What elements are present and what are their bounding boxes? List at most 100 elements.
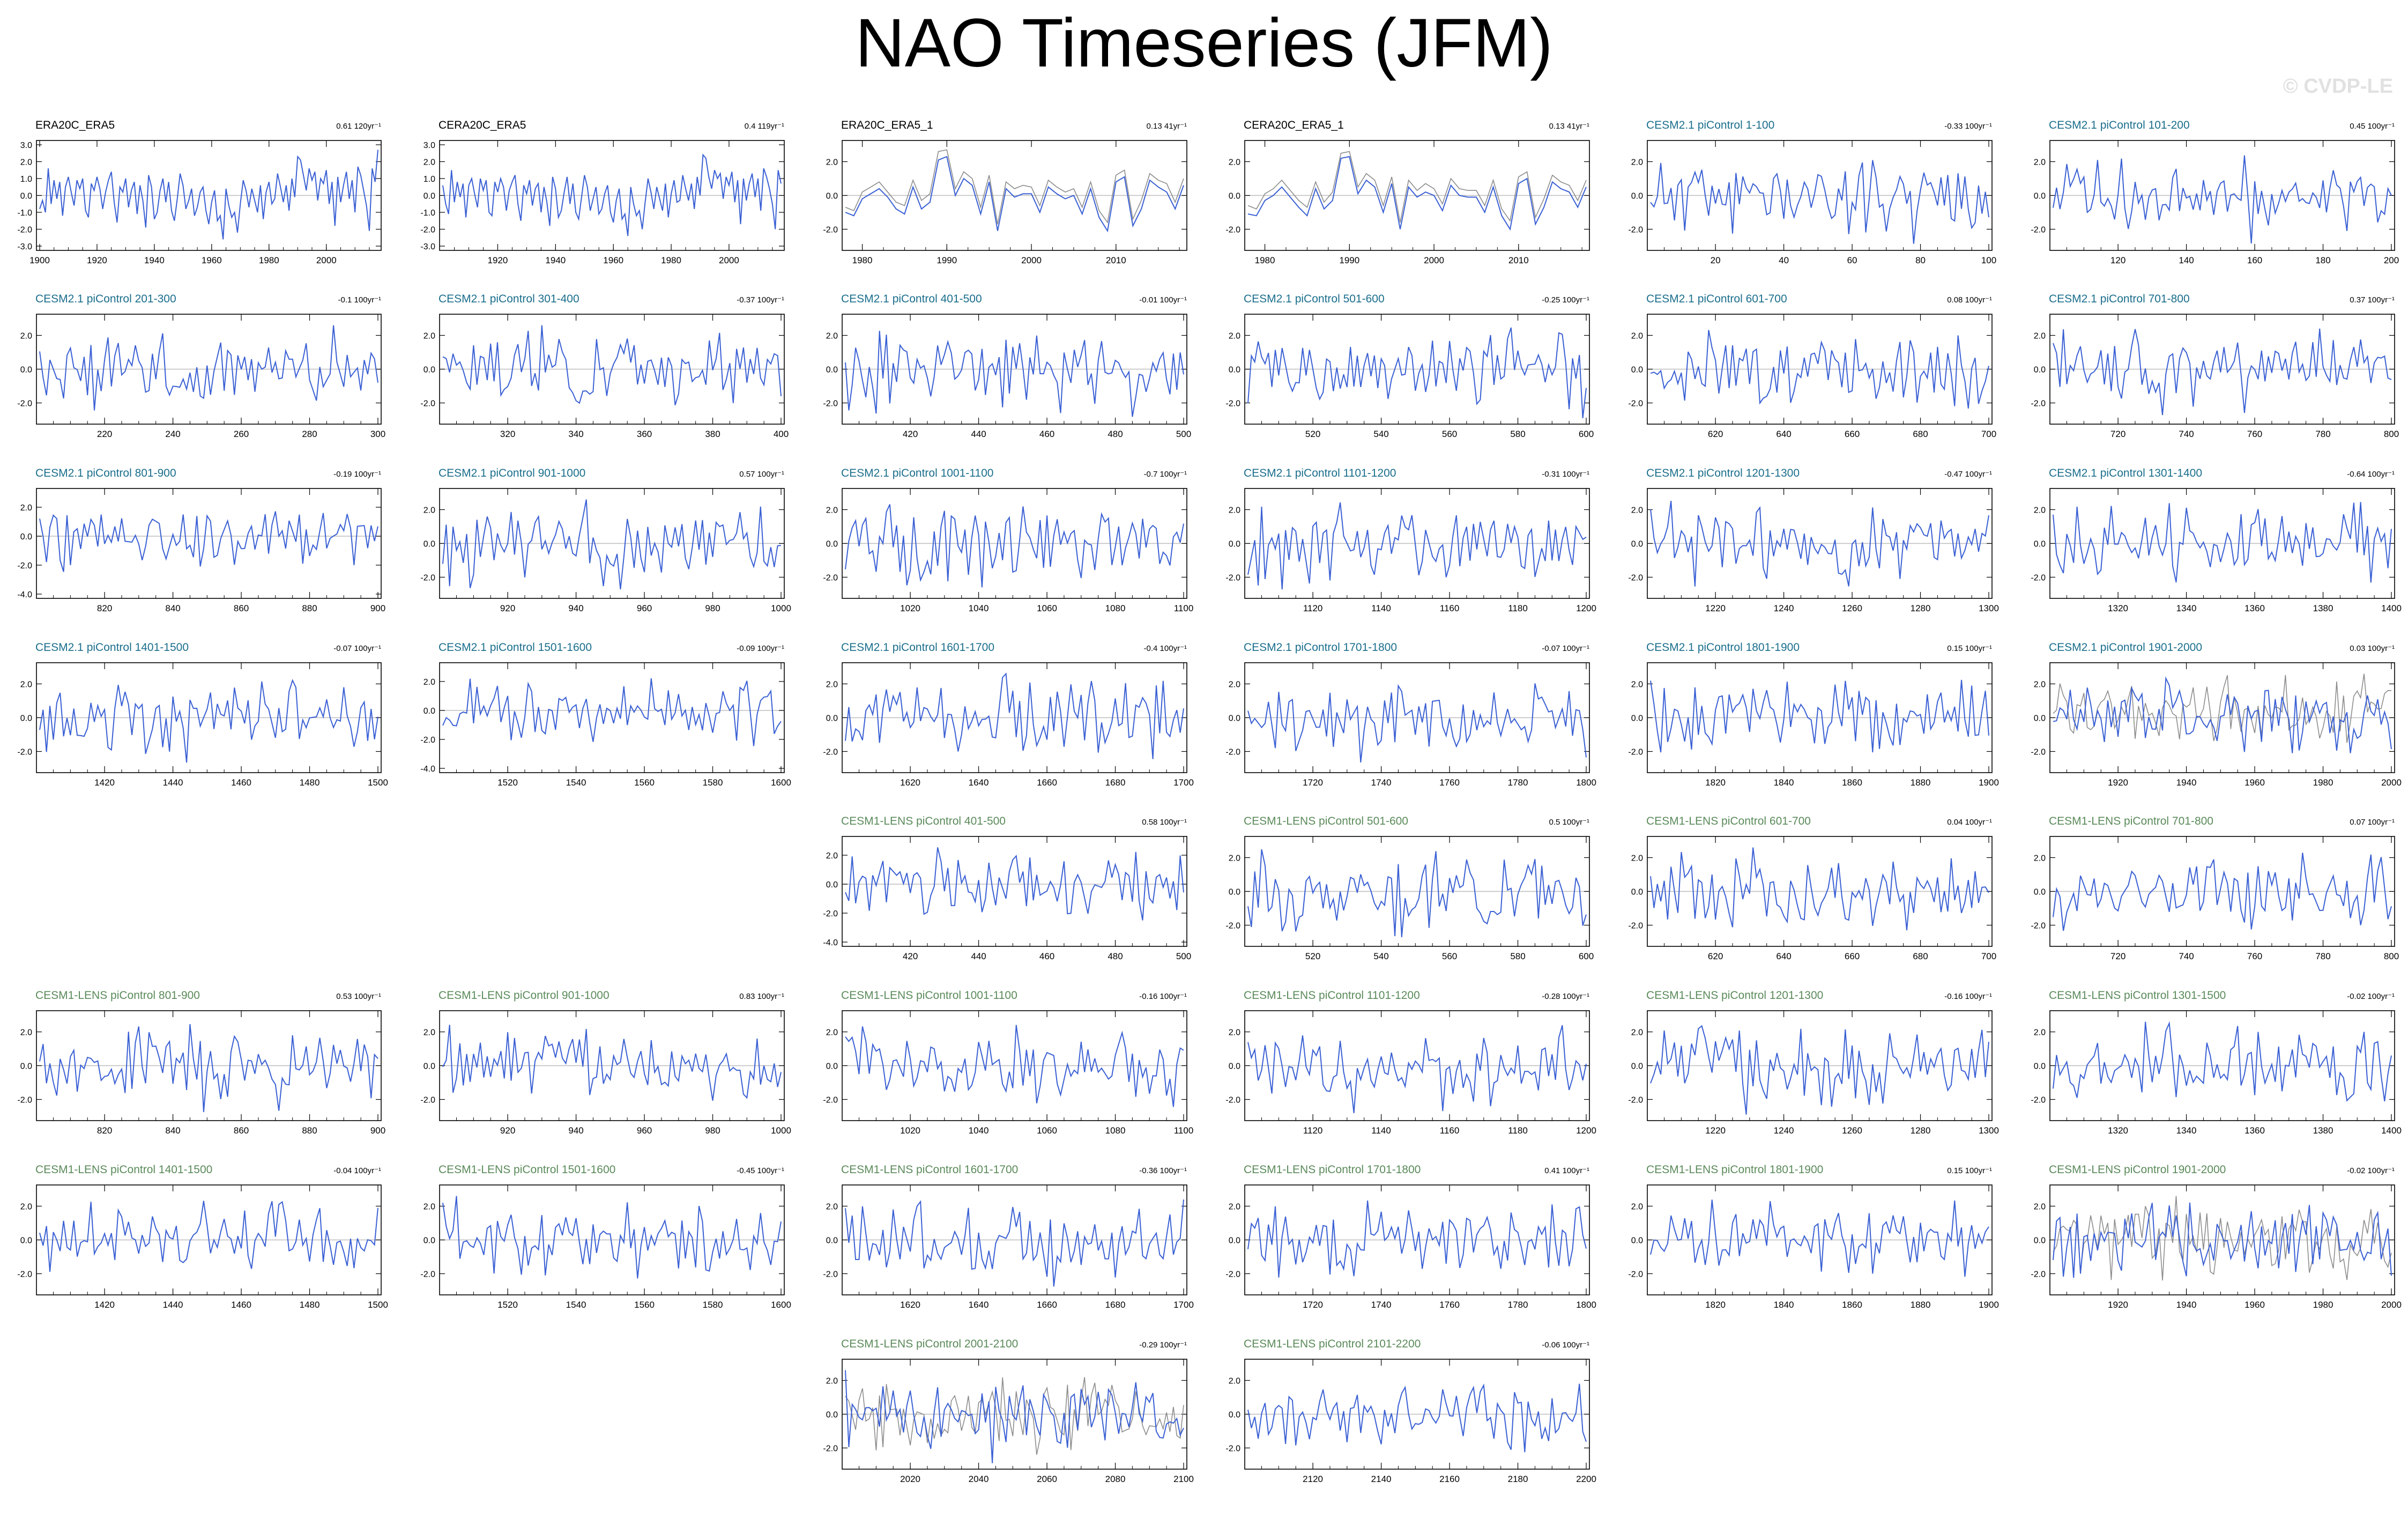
panel-9: CESM2.1 piControl 501-600 -0.25 100yr⁻¹ 2.… <box>1225 293 1594 439</box>
y-tick-label: -4.0 <box>823 938 838 947</box>
y-tick-label: 0.0 <box>20 714 32 723</box>
series-line <box>1650 500 1989 587</box>
x-tick-label: 40 <box>1779 255 1789 265</box>
x-tick-label: 1500 <box>368 1300 388 1310</box>
panel-trend: -0.64 100yr⁻¹ <box>2347 470 2395 479</box>
x-tick-label: 580 <box>1510 429 1525 439</box>
panel-trend: -0.07 100yr⁻¹ <box>333 644 381 653</box>
panel-title: CESM1-LENS piControl 1901-2000 <box>2049 1164 2226 1176</box>
x-tick-label: 660 <box>1845 951 1860 961</box>
panel-title: CESM1-LENS piControl 701-800 <box>2049 815 2213 827</box>
panel-22: CESM2.1 piControl 1801-1900 0.15 100yr⁻¹ 2… <box>1628 641 1998 788</box>
x-tick-label: 1400 <box>2381 1125 2402 1136</box>
x-tick-label: 1320 <box>2108 1125 2128 1136</box>
y-tick-label: 0.0 <box>423 192 435 201</box>
x-tick-label: 1700 <box>1173 777 1194 788</box>
panel-4: CESM2.1 piControl 1-100 -0.33 100yr⁻¹ 2.0 0… <box>1628 119 1996 265</box>
y-tick-label: -2.0 <box>2031 1096 2046 1105</box>
y-tick-label: 2.0 <box>423 1203 435 1212</box>
x-tick-label: 420 <box>903 951 918 961</box>
y-tick-label: 0.0 <box>423 707 435 716</box>
x-tick-label: 500 <box>1176 951 1191 961</box>
panel-7: CESM2.1 piControl 301-400 -0.37 100yr⁻¹ 2.… <box>420 293 789 439</box>
x-tick-label: 220 <box>97 429 112 439</box>
y-tick-label: -2.0 <box>823 399 838 409</box>
x-tick-label: 900 <box>370 603 385 613</box>
y-tick-label: -2.0 <box>1225 922 1240 931</box>
x-tick-label: 560 <box>1442 429 1457 439</box>
panel-18: CESM2.1 piControl 1401-1500 -0.07 100yr⁻¹… <box>17 641 388 788</box>
y-tick-label: 2.0 <box>1631 1203 1643 1212</box>
y-tick-label: -2.0 <box>420 1270 435 1279</box>
y-tick-label: -2.0 <box>823 1270 838 1279</box>
panel-title: CESM1-LENS piControl 801-900 <box>35 989 200 1002</box>
panel-title: CESM2.1 piControl 401-500 <box>841 293 982 305</box>
x-tick-label: 2000 <box>316 255 337 265</box>
x-tick-label: 1920 <box>2108 777 2128 788</box>
series-line <box>1247 1383 1587 1453</box>
panel-title: CESM2.1 piControl 1-100 <box>1646 119 1774 131</box>
series-line <box>39 1024 378 1113</box>
x-tick-label: 540 <box>1373 951 1388 961</box>
x-tick-label: 520 <box>1305 429 1320 439</box>
series-line <box>442 325 782 405</box>
x-tick-label: 820 <box>97 603 112 613</box>
y-tick-label: 2.0 <box>1229 506 1240 515</box>
x-tick-label: 1260 <box>1842 1125 1862 1136</box>
series-line <box>1650 160 1989 244</box>
x-tick-label: 1600 <box>771 777 791 788</box>
y-tick-label: 2.0 <box>423 332 435 341</box>
x-tick-label: 980 <box>705 1125 720 1136</box>
y-tick-label: 0.0 <box>2034 888 2046 897</box>
x-tick-label: 920 <box>500 1125 515 1136</box>
y-tick-label: -2.0 <box>1628 1270 1643 1279</box>
x-tick-label: 1100 <box>1174 603 1194 613</box>
x-tick-label: 1680 <box>1105 777 1126 788</box>
x-tick-label: 2120 <box>1303 1474 1323 1484</box>
x-tick-label: 1880 <box>1911 1300 1931 1310</box>
series-line <box>2053 1021 2392 1102</box>
y-tick-label: -2.0 <box>17 1270 32 1279</box>
y-tick-label: 2.0 <box>1631 1028 1643 1038</box>
series-line <box>845 504 1184 588</box>
panel-trend: -0.29 100yr⁻¹ <box>1139 1340 1187 1350</box>
y-tick-label: 0.0 <box>1631 888 1643 897</box>
x-tick-label: 1620 <box>900 777 920 788</box>
x-tick-label: 1560 <box>634 777 655 788</box>
x-tick-label: 1560 <box>634 1300 655 1310</box>
series-line <box>442 1025 782 1101</box>
x-tick-label: 1000 <box>771 1125 791 1136</box>
x-tick-label: 200 <box>2384 255 2399 265</box>
x-tick-label: 820 <box>97 1125 112 1136</box>
series-line-overlay <box>845 149 1184 225</box>
y-tick-label: 2.0 <box>20 158 32 167</box>
x-tick-label: 760 <box>2247 429 2262 439</box>
panel-title: CESM2.1 piControl 1601-1700 <box>841 641 994 654</box>
x-tick-label: 1020 <box>900 1125 920 1136</box>
y-tick-label: -4.0 <box>420 765 435 774</box>
x-tick-label: 1500 <box>368 777 388 788</box>
panel-title: CESM2.1 piControl 1101-1200 <box>1244 467 1396 479</box>
y-tick-label: 2.0 <box>20 1028 32 1038</box>
x-tick-label: 540 <box>1373 429 1388 439</box>
series-line-overlay <box>2053 1196 2392 1281</box>
panel-13: CESM2.1 piControl 901-1000 0.57 100yr⁻¹ 2.… <box>420 467 791 613</box>
x-tick-label: 1960 <box>202 255 222 265</box>
x-tick-label: 2040 <box>969 1474 989 1484</box>
x-tick-label: 860 <box>234 603 249 613</box>
y-tick-label: 2.0 <box>826 506 838 515</box>
x-tick-label: 360 <box>637 429 652 439</box>
panel-29: CESM1-LENS piControl 901-1000 0.83 100yr⁻… <box>420 989 791 1136</box>
y-tick-label: -2.0 <box>1225 1444 1240 1454</box>
y-tick-label: -2.0 <box>823 1096 838 1105</box>
x-tick-label: 1460 <box>231 777 251 788</box>
y-tick-label: 0.0 <box>423 1236 435 1246</box>
y-tick-label: -2.0 <box>420 574 435 583</box>
series-line <box>1247 1200 1587 1278</box>
x-tick-label: 1180 <box>1508 1125 1528 1136</box>
x-tick-label: 100 <box>1981 255 1996 265</box>
x-tick-label: 1340 <box>2176 1125 2197 1136</box>
y-tick-label: 2.0 <box>2034 854 2046 863</box>
series-line <box>39 1201 378 1272</box>
series-line <box>1247 327 1587 419</box>
